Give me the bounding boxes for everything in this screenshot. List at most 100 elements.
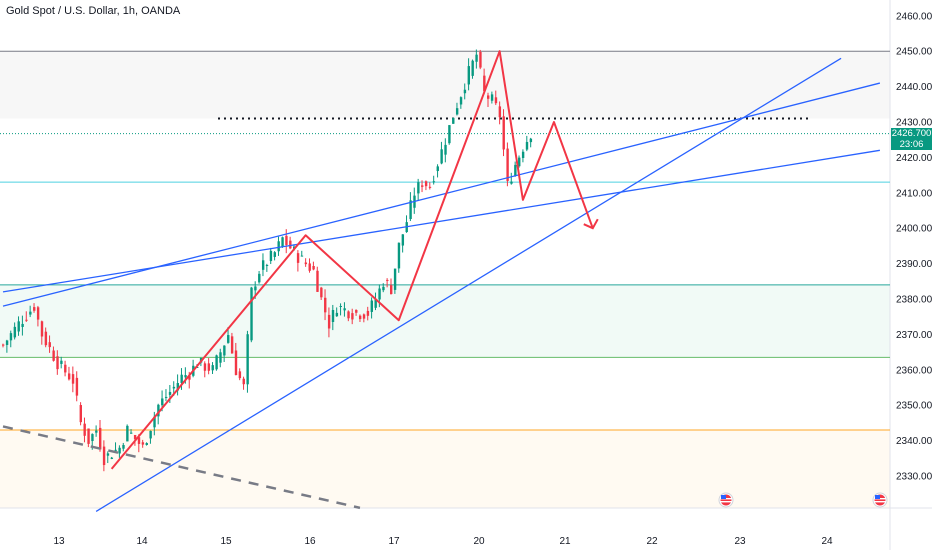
candle-body <box>521 151 525 158</box>
price-tick-label: 2450.000 <box>896 47 932 58</box>
candle-body <box>448 125 451 144</box>
candle-body <box>331 309 335 323</box>
candle-body <box>29 311 32 315</box>
candle-body <box>401 234 405 246</box>
pattern-path <box>110 50 599 470</box>
candle-body <box>269 250 273 262</box>
candle-body <box>141 442 145 445</box>
candle-body <box>71 374 75 384</box>
price-tick-label: 2370.000 <box>896 330 932 341</box>
candle-body <box>409 200 412 220</box>
candle-body <box>514 164 517 176</box>
candle-body <box>324 297 327 313</box>
candle-body <box>254 286 257 291</box>
time-tick-label: 20 <box>473 536 485 547</box>
candle-body <box>133 435 137 440</box>
time-tick-label: 17 <box>388 536 400 547</box>
candle-body <box>343 308 346 311</box>
candle-body <box>355 310 358 313</box>
projection-arrowhead <box>583 218 599 230</box>
candle-body <box>211 365 214 371</box>
candle-body <box>362 314 366 319</box>
candle-body <box>452 117 455 124</box>
candle-body <box>21 323 24 327</box>
candle-body <box>459 97 463 105</box>
candle-body <box>258 273 261 283</box>
candle-body <box>273 252 276 257</box>
candle-body <box>370 300 373 312</box>
candle-body <box>479 51 482 68</box>
candle-body <box>475 54 478 62</box>
candle-body <box>223 345 226 356</box>
band-top <box>0 51 890 119</box>
candle-body <box>320 287 323 298</box>
candle-body <box>444 144 447 155</box>
time-tick-label: 23 <box>734 536 746 547</box>
price-tick-label: 2440.000 <box>896 82 932 93</box>
us-flag-event-icon <box>718 492 734 508</box>
candle-body <box>95 430 98 433</box>
candle-body <box>386 279 389 281</box>
chart-title: Gold Spot / U.S. Dollar, 1h, OANDA <box>6 5 181 17</box>
us-flag-event-icon <box>872 492 888 508</box>
candle-body <box>180 374 183 383</box>
candle-body <box>424 181 428 187</box>
candle-body <box>227 335 230 343</box>
last-price-value: 2426.700 <box>891 128 932 139</box>
candle-body <box>75 377 79 396</box>
candle-body <box>56 356 59 370</box>
time-axis: 13 14 15 16 17 20 21 22 23 24 <box>53 536 833 547</box>
band-orange <box>0 429 890 508</box>
candle-body <box>99 427 102 450</box>
candle-body <box>130 432 133 434</box>
candle-body <box>164 396 168 398</box>
dashed-trend-line <box>2 425 361 510</box>
price-tick-label: 2330.000 <box>896 472 932 483</box>
candle-body <box>114 449 117 451</box>
candle-body <box>184 375 187 378</box>
candle-body <box>137 437 141 444</box>
candle-body <box>277 241 280 252</box>
candle-body <box>52 350 55 361</box>
price-tick-label: 2380.000 <box>896 295 932 306</box>
candle-body <box>335 312 339 317</box>
band-green <box>0 284 890 358</box>
candle-body <box>281 237 284 247</box>
candle-body <box>358 315 362 320</box>
trend-lines <box>2 57 881 512</box>
candle-body <box>471 60 474 76</box>
candle-body <box>149 430 152 439</box>
candle-body <box>506 148 509 181</box>
time-tick-label: 15 <box>220 536 232 547</box>
candle-body <box>483 75 486 92</box>
candle-body <box>110 457 114 459</box>
candle-body <box>300 255 304 257</box>
candle-body <box>79 405 82 423</box>
candle-body <box>118 447 121 454</box>
candle-body <box>102 446 106 466</box>
candles <box>2 49 533 472</box>
time-tick-label: 14 <box>136 536 148 547</box>
price-tick-label: 2360.000 <box>896 365 932 376</box>
candle-body <box>351 313 354 320</box>
candle-body <box>168 391 172 395</box>
time-tick-label: 24 <box>821 536 833 547</box>
candle-body <box>487 95 490 99</box>
candle-body <box>529 138 533 143</box>
candle-body <box>122 445 125 449</box>
candle-body <box>126 425 129 442</box>
candle-body <box>436 166 439 172</box>
candle-body <box>265 264 269 266</box>
candle-body <box>188 376 191 380</box>
candle-body <box>498 106 502 118</box>
candle-body <box>238 371 242 379</box>
candle-body <box>467 66 470 85</box>
candle-body <box>219 352 222 363</box>
time-tick-label: 13 <box>53 536 65 547</box>
economic-events <box>718 492 888 508</box>
candle-body <box>417 182 420 194</box>
candle-body <box>261 260 265 270</box>
candle-body <box>207 363 211 371</box>
candle-body <box>9 333 13 341</box>
